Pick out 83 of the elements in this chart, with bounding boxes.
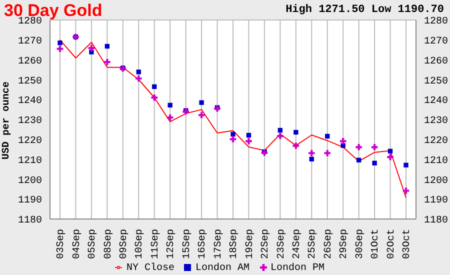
y-tick-label: 1240 xyxy=(18,96,42,108)
point xyxy=(372,160,377,166)
point xyxy=(104,58,110,66)
point xyxy=(388,148,393,154)
point xyxy=(151,94,158,101)
point xyxy=(230,132,236,137)
y-axis-title: USD per ounce xyxy=(2,81,13,160)
point xyxy=(387,154,394,160)
point xyxy=(246,138,252,144)
x-tick-label: 02Oct xyxy=(386,229,398,260)
y-tick-label: 1260 xyxy=(18,56,42,68)
x-tick-label: 26Sep xyxy=(323,229,334,260)
y-tick-label: 1210 xyxy=(18,156,42,167)
point xyxy=(325,134,330,139)
x-tick-label: 18Sep xyxy=(229,229,240,260)
x-tick-label: 03Sep xyxy=(56,229,68,260)
point xyxy=(340,138,346,144)
y2-tick-label: 1280 xyxy=(424,16,448,28)
x-tick-label: 12Sep xyxy=(166,229,178,260)
y-tick-label: 1250 xyxy=(18,76,42,88)
x-tick-label: 09Sep xyxy=(119,229,130,260)
x-tick-label: 03Oct xyxy=(402,229,414,260)
y2-tick-label: 1180 xyxy=(424,216,448,227)
y-tick-label: 1190 xyxy=(18,196,42,207)
legend-label: London AM xyxy=(195,263,250,274)
x-tick-label: 01Oct xyxy=(370,229,382,260)
y2-tick-label: 1200 xyxy=(424,176,448,187)
y2-tick-label: 1240 xyxy=(424,96,448,108)
x-tick-label: 25Sep xyxy=(308,229,319,260)
y-tick-label: 1200 xyxy=(18,176,42,187)
point xyxy=(402,188,410,194)
point xyxy=(198,112,205,118)
point xyxy=(324,150,331,156)
point xyxy=(58,40,62,46)
point xyxy=(277,132,284,140)
point xyxy=(308,150,315,156)
point xyxy=(356,144,362,150)
x-tick-label: 22Sep xyxy=(260,229,272,260)
point xyxy=(104,44,110,49)
point xyxy=(292,142,300,149)
y-tick-label: 1220 xyxy=(18,136,42,147)
point xyxy=(404,162,408,168)
y2-tick-label: 1220 xyxy=(424,136,448,147)
point xyxy=(136,70,141,74)
x-tick-label: 16Sep xyxy=(198,229,209,260)
x-tick-label: 24Sep xyxy=(292,229,304,260)
point xyxy=(230,136,236,142)
legend-label: NY Close xyxy=(126,263,174,274)
point xyxy=(56,46,64,52)
x-tick-label: 04Sep xyxy=(72,229,83,260)
point xyxy=(356,158,362,162)
y2-tick-label: 1230 xyxy=(424,116,448,128)
x-tick-label: 29Sep xyxy=(339,229,350,260)
y2-tick-label: 1250 xyxy=(424,76,448,88)
point xyxy=(278,128,283,133)
y-tick-label: 1270 xyxy=(18,36,42,48)
point xyxy=(166,114,174,121)
point xyxy=(371,144,378,150)
chart-subtitle: High 1271.50 Low 1190.70 xyxy=(286,4,444,16)
point xyxy=(135,75,142,82)
x-tick-label: 30Sep xyxy=(354,229,366,260)
x-tick-label: 08Sep xyxy=(103,229,114,260)
legend-label: London PM xyxy=(270,263,325,274)
point xyxy=(168,102,172,108)
point xyxy=(246,132,252,138)
x-tick-label: 11Sep xyxy=(150,229,162,260)
x-tick-label: 19Sep xyxy=(244,229,256,260)
y2-tick-label: 1270 xyxy=(424,36,448,48)
x-tick-label: 23Sep xyxy=(276,229,288,260)
x-tick-label: 15Sep xyxy=(182,229,193,260)
point xyxy=(309,156,314,162)
y2-tick-label: 1260 xyxy=(424,56,448,68)
point xyxy=(88,44,95,52)
y2-tick-label: 1190 xyxy=(424,196,448,207)
x-tick-label: 05Sep xyxy=(88,229,99,260)
y-tick-label: 1180 xyxy=(18,216,42,227)
point xyxy=(294,130,298,135)
point xyxy=(152,84,157,90)
x-tick-label: 17Sep xyxy=(213,229,224,260)
point xyxy=(199,100,204,105)
y2-tick-label: 1210 xyxy=(424,156,448,167)
y-tick-label: 1230 xyxy=(18,116,42,128)
x-tick-label: 10Sep xyxy=(134,229,146,260)
